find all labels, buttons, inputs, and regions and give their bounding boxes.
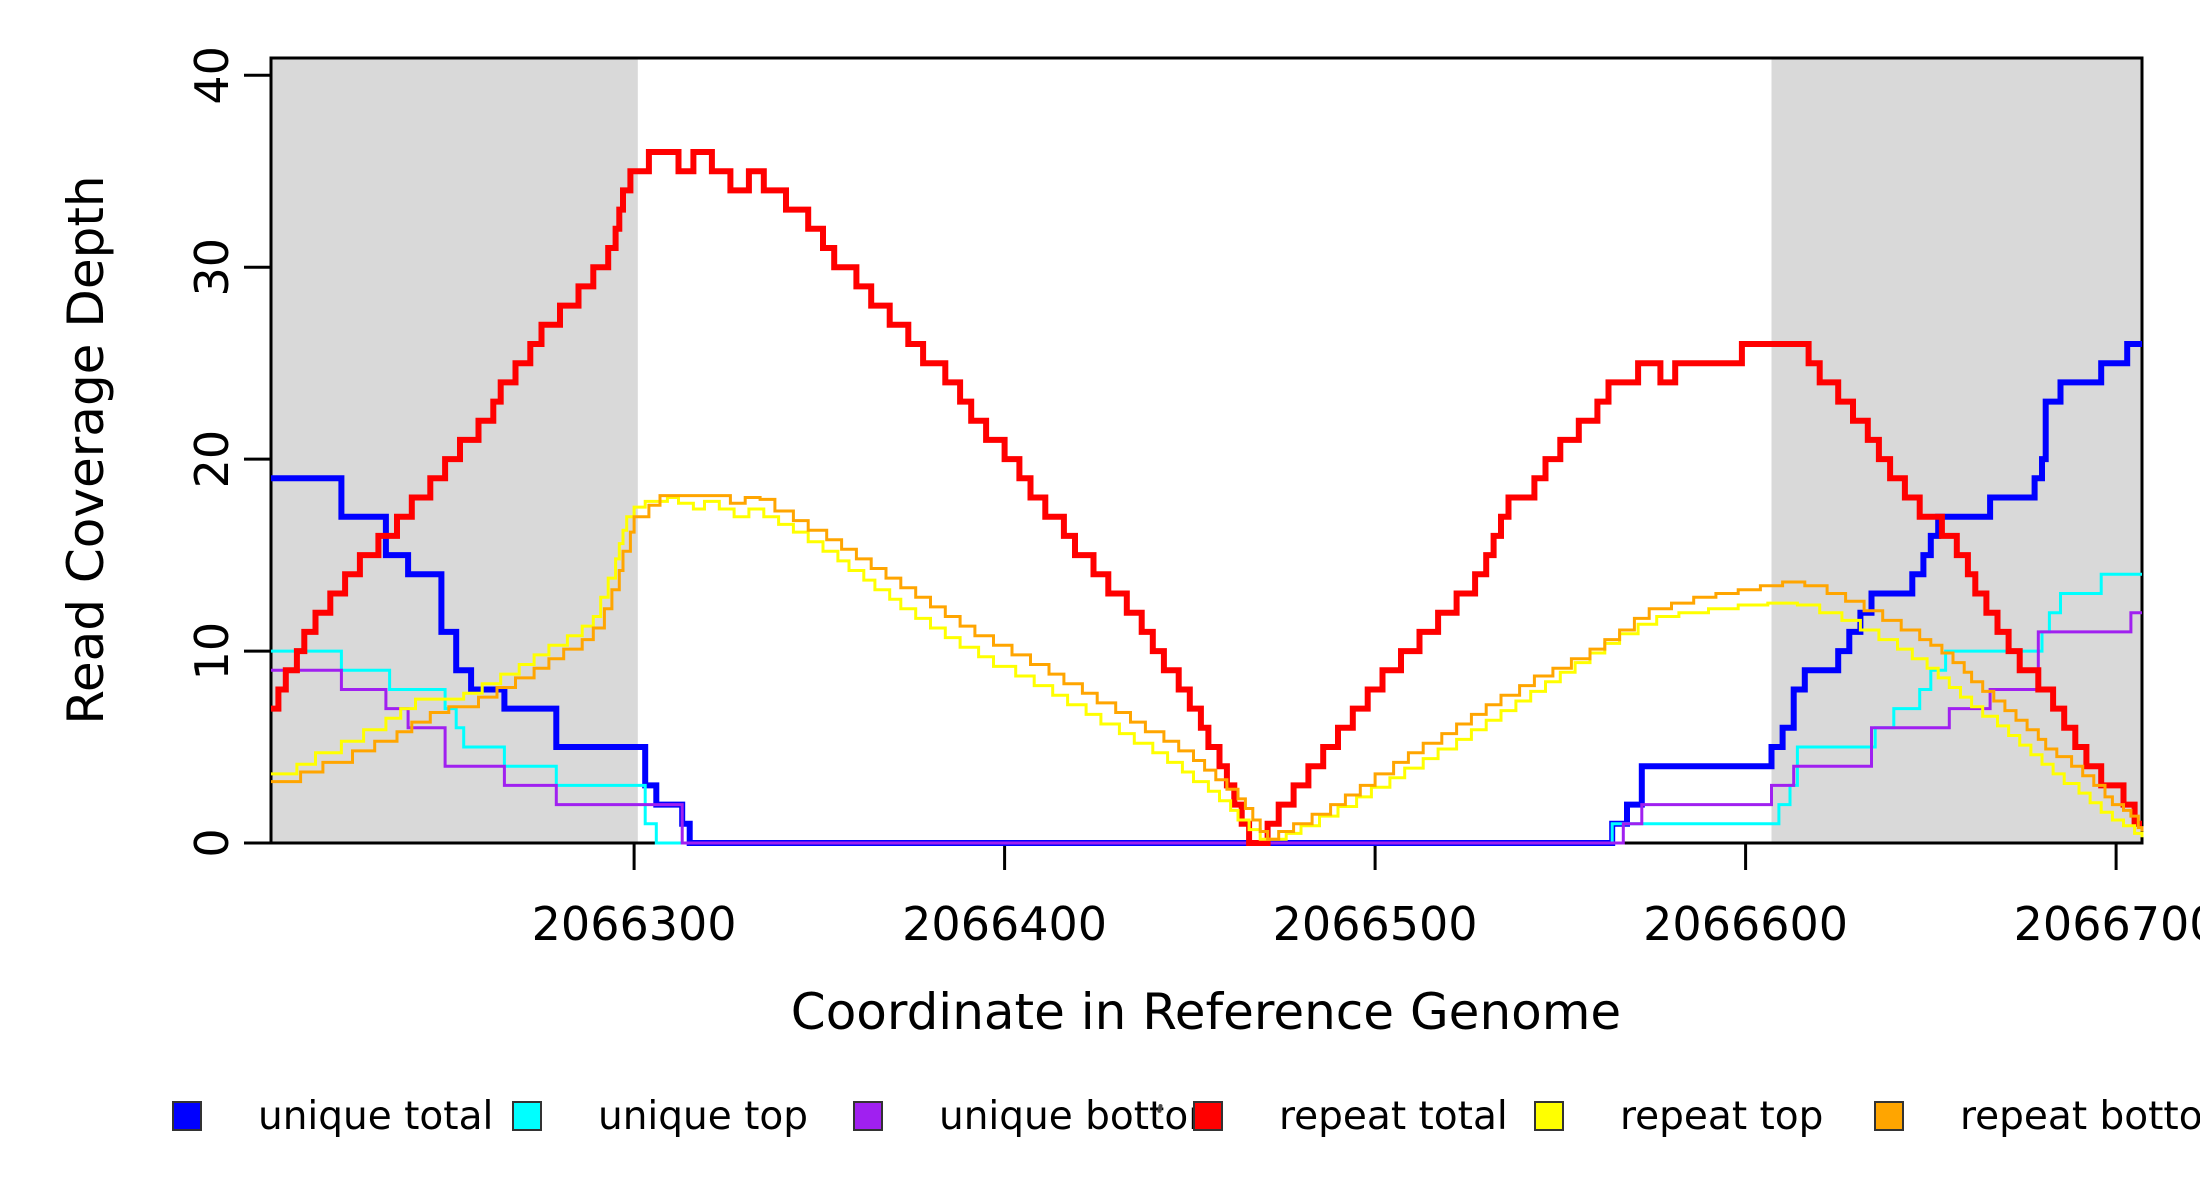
x-axis-title: Coordinate in Reference Genome [790,983,1622,1041]
legend-item-repeat-bottom: repeat bottom [1874,1094,2200,1139]
x-tick-label: 2066600 [1643,897,1848,951]
legend-swatch-repeat-total [1193,1101,1223,1131]
legend-label-unique-total: unique total [258,1093,494,1139]
legend-item-unique-top: unique top [512,1094,808,1139]
legend-label-repeat-bottom: repeat bottom [1960,1093,2200,1139]
legend-swatch-unique-total [172,1101,202,1131]
legend-item-unique-bottom: unique bottom [853,1094,1226,1139]
series-repeat-total [271,149,2142,846]
y-tick-label: 10 [185,622,239,681]
x-tick-label: 2066300 [532,897,737,951]
x-tick-label: 2066700 [2014,897,2200,951]
y-tick-label: 20 [185,430,239,489]
series-unique-top [271,572,2142,845]
legend-label-unique-bottom: unique bottom [939,1093,1227,1139]
y-tick-label: 0 [185,828,239,857]
x-tick-label: 2066400 [902,897,1107,951]
shaded-repeat-region [1771,58,2142,843]
legend-swatch-unique-bottom [853,1101,883,1131]
legend-label-repeat-top: repeat top [1620,1093,1824,1139]
series-repeat-bottom [271,494,2144,841]
legend-swatch-repeat-top [1534,1101,1564,1131]
legend-swatch-unique-top [512,1101,542,1131]
series-unique-bottom [271,611,2142,845]
legend-label-unique-top: unique top [598,1093,809,1139]
legend-swatch-repeat-bottom [1874,1101,1904,1131]
legend-item-repeat-total: repeat total [1193,1094,1508,1139]
legend-item-unique-total: unique total [172,1094,493,1139]
y-axis-title: Read Coverage Depth [57,175,115,725]
legend-item-repeat-top: repeat top [1534,1094,1823,1139]
series-repeat-top [271,496,2144,841]
series-unique-total [271,341,2142,846]
legend-label-repeat-total: repeat total [1279,1093,1508,1139]
y-tick-label: 40 [185,46,239,105]
y-tick-label: 30 [185,238,239,297]
shaded-repeat-region [271,58,638,843]
x-tick-label: 2066500 [1273,897,1478,951]
